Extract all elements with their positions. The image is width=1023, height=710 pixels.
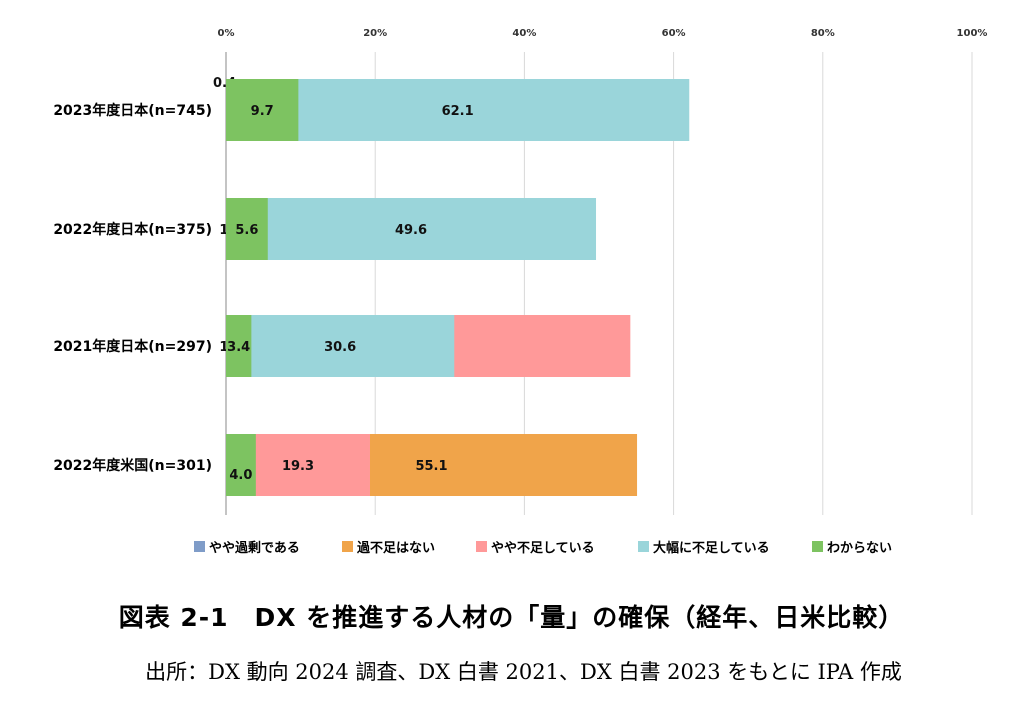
- category-label: 2023年度日本(n=745): [53, 102, 212, 119]
- data-label: 30.6: [324, 340, 356, 355]
- bar-segment: [226, 198, 268, 260]
- bar-segment: [226, 79, 299, 141]
- bars: 0.44.223.662.19.71.39.633.949.65.61.310.…: [213, 76, 690, 496]
- legend-item: 過不足はない: [342, 537, 435, 556]
- legend-label: 過不足はない: [357, 541, 436, 556]
- data-label: 3.4: [227, 340, 250, 355]
- bar-segment: [226, 198, 597, 260]
- stacked-bar-chart: 0%20%40%60%80%100% 0.44.223.662.19.71.39…: [53, 28, 988, 515]
- x-tick-label: 0%: [218, 28, 235, 39]
- data-label: 5.6: [235, 223, 258, 238]
- data-label: 49.6: [395, 223, 427, 238]
- legend: やや過剰である 過不足はない やや不足している 大幅に不足している わからない: [0, 537, 1023, 563]
- legend-swatch: [638, 541, 649, 552]
- x-tick-labels: 0% 20% 40% 60% 80% 100%: [218, 28, 988, 39]
- legend-label: やや過剰である: [209, 541, 300, 556]
- x-tick-label: 40%: [512, 28, 536, 39]
- category-label: 2022年度日本(n=375): [53, 221, 212, 238]
- legend-swatch: [812, 541, 823, 552]
- legend-item: やや不足している: [476, 537, 595, 556]
- data-label: 62.1: [442, 104, 474, 119]
- category-label: 2022年度米国(n=301): [53, 457, 212, 474]
- category-label: 2021年度日本(n=297): [53, 338, 212, 355]
- legend-label: やや不足している: [491, 541, 595, 556]
- bar-segment: [226, 434, 256, 496]
- legend-swatch: [476, 541, 487, 552]
- data-label: 55.1: [415, 459, 447, 474]
- bar-segment: [226, 79, 690, 141]
- bar-segment: [226, 315, 252, 377]
- legend-item: 大幅に不足している: [638, 537, 770, 556]
- legend-label: 大幅に不足している: [653, 541, 770, 556]
- data-label: 9.7: [251, 104, 274, 119]
- x-tick-label: 20%: [363, 28, 387, 39]
- figure-source: 出所：DX 動向 2024 調査、DX 白書 2021、DX 白書 2023 を…: [145, 660, 902, 684]
- data-label: 4.0: [229, 468, 252, 483]
- category-labels: 2023年度日本(n=745) 2022年度日本(n=375) 2021年度日本(n…: [53, 102, 212, 474]
- x-tick-label: 100%: [957, 28, 988, 39]
- legend-swatch: [342, 541, 353, 552]
- legend-item: わからない: [812, 537, 892, 556]
- legend-swatch: [194, 541, 205, 552]
- x-tick-label: 60%: [662, 28, 686, 39]
- bar-segment: [226, 315, 455, 377]
- figure-caption: 図表 2-1 DX を推進する人材の「量」の確保（経年、日米比較）: [118, 603, 905, 632]
- legend-item: やや過剰である: [194, 537, 300, 556]
- data-label: 19.3: [282, 459, 314, 474]
- legend-label: わからない: [827, 541, 893, 556]
- x-tick-label: 80%: [811, 28, 835, 39]
